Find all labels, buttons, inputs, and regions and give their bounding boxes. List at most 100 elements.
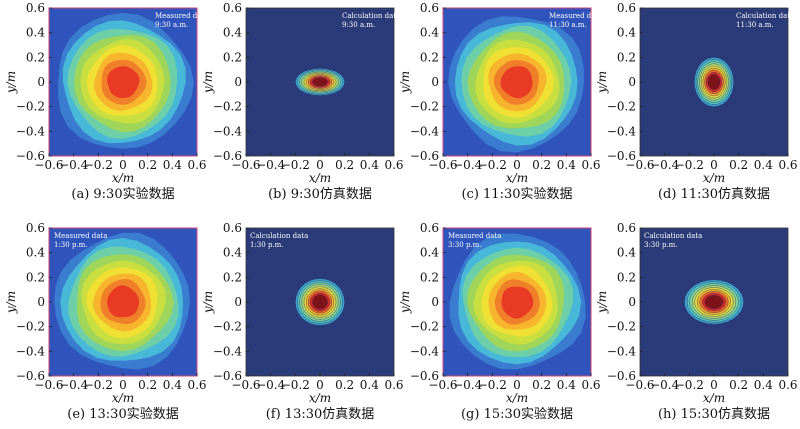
y-tick-label: −0.6 [213,369,242,383]
x-tick-label: 0.2 [335,378,354,392]
y-tick-label: 0.4 [617,26,636,40]
x-tick-label: 0.4 [754,158,773,172]
x-tick-label: 0.6 [778,158,797,172]
y-tick-label: 0.6 [420,1,439,15]
x-tick-label: 0 [513,378,521,392]
y-tick-label: −0.2 [410,100,439,114]
subfigure-caption: (c) 11:30实验数据 [461,186,572,202]
x-tick-label: 0.6 [581,158,600,172]
y-tick-label: −0.6 [16,369,45,383]
y-tick-label: −0.4 [213,344,243,358]
contour-group [295,68,345,96]
annotation-line: 3:30 p.m. [448,241,482,249]
y-tick-label: −0.6 [16,149,45,163]
y-tick-label: 0.2 [617,50,636,64]
y-tick-label: −0.2 [16,100,45,114]
x-tick-label: −0.4 [453,378,483,392]
x-tick-label: −0.6 [231,378,260,392]
x-tick-label: −0.4 [453,158,483,172]
x-tick-label: −0.6 [625,158,654,172]
y-tick-label: 0.6 [223,1,242,15]
y-axis-label: y/m [4,71,18,94]
contour-group [295,278,345,326]
annotation-line: 3:30 p.m. [644,241,678,249]
x-tick-label: −0.6 [625,378,654,392]
x-tick-label: 0.4 [163,158,182,172]
x-tick-label: 0.2 [335,158,354,172]
y-axis-label: y/m [595,71,609,94]
subfigure-caption: (e) 13:30实验数据 [67,406,178,422]
x-tick-label: 0 [710,378,718,392]
contour-level-10 [107,285,140,318]
y-tick-label: −0.4 [16,124,46,138]
y-tick-label: −0.2 [410,320,439,334]
y-tick-label: −0.6 [410,149,439,163]
annotation-line: 9:30 a.m. [155,21,188,29]
annotation-line: Calculation data [644,232,702,240]
annotation-line: Calculation data [342,12,400,20]
y-tick-label: −0.6 [213,149,242,163]
annotation-line: 11:30 a.m. [736,21,774,29]
contour-level-10 [501,286,534,319]
x-axis-label: x/m [112,391,134,405]
subfigure-caption: (d) 11:30仿真数据 [658,187,770,202]
x-tick-label: −0.6 [428,378,457,392]
y-tick-label: 0.2 [420,50,439,64]
x-tick-label: 0.6 [187,158,206,172]
y-tick-label: 0.6 [420,221,439,235]
x-tick-label: −0.2 [84,158,113,172]
x-tick-label: −0.6 [34,378,63,392]
x-tick-label: −0.4 [59,158,89,172]
y-tick-label: 0 [37,75,45,89]
y-axis-label: y/m [595,291,609,314]
y-axis-label: y/m [398,71,412,94]
y-tick-label: −0.4 [410,344,440,358]
x-tick-label: −0.2 [675,378,704,392]
x-tick-label: −0.4 [650,378,680,392]
y-tick-label: 0.2 [223,50,242,64]
y-tick-label: −0.4 [607,344,637,358]
y-axis-label: y/m [201,71,215,94]
contour-group [684,279,744,325]
contour-level-10 [107,66,140,99]
x-tick-label: 0.2 [532,378,551,392]
x-tick-label: 0 [119,378,127,392]
x-tick-label: 0.2 [532,158,551,172]
y-axis-label: y/m [4,291,18,314]
y-tick-label: 0 [234,295,242,309]
annotation-line: Calculation data [250,232,308,240]
y-tick-label: −0.6 [607,149,636,163]
annotation-line: Measured data [549,12,602,20]
y-tick-label: −0.2 [607,100,636,114]
y-tick-label: 0.6 [223,221,242,235]
x-tick-label: 0.4 [360,158,379,172]
x-axis-label: x/m [703,391,725,405]
x-tick-label: −0.2 [478,158,507,172]
subfigure-caption: (b) 9:30仿真数据 [268,187,372,202]
annotation-line: Calculation data [736,12,794,20]
contour-group [448,16,584,153]
x-tick-label: −0.6 [231,158,260,172]
x-axis-label: x/m [112,171,134,185]
y-tick-label: 0.6 [26,1,45,15]
x-tick-label: −0.2 [478,378,507,392]
contour-level-9 [312,77,328,87]
y-tick-label: 0.2 [26,50,45,64]
y-tick-label: 0 [628,75,636,89]
x-tick-label: 0.4 [557,158,576,172]
contour-group [58,12,194,149]
contour-group [54,232,190,370]
y-tick-label: −0.4 [16,344,46,358]
annotation-line: 1:30 p.m. [250,241,284,249]
y-tick-label: 0.2 [26,270,45,284]
y-tick-label: 0.6 [617,221,636,235]
x-tick-label: 0 [119,158,127,172]
y-tick-label: 0.4 [420,26,439,40]
y-tick-label: 0.4 [26,246,45,260]
y-tick-label: 0.4 [223,26,242,40]
